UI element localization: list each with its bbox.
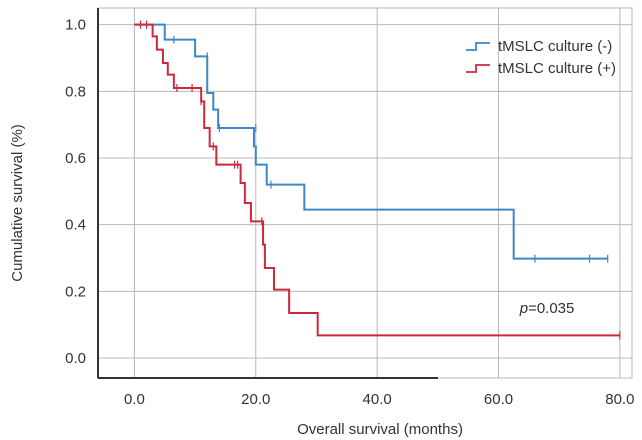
y-tick-label: 0.8 (65, 83, 86, 100)
x-tick-label: 80.0 (605, 391, 634, 408)
survival-curve (134, 23, 608, 260)
p-value-number: =0.035 (528, 300, 574, 317)
x-tick-label: 20.0 (241, 391, 270, 408)
legend-swatch (466, 42, 490, 51)
x-axis-title: Overall survival (months) (297, 421, 463, 438)
legend-label: tMSLC culture (-) (498, 38, 612, 55)
p-value-symbol: p (519, 300, 528, 317)
series-layer (134, 20, 621, 340)
y-tick-label: 1.0 (65, 17, 86, 34)
y-tick-label: 0.4 (65, 217, 86, 234)
y-tick-label: 0.0 (65, 350, 86, 367)
survival-curve (134, 23, 620, 337)
y-axis-title: Cumulative survival (%) (9, 124, 26, 282)
x-tick-label: 60.0 (484, 391, 513, 408)
legend-label: tMSLC culture (+) (498, 60, 616, 77)
y-tick-label: 0.6 (65, 150, 86, 167)
legend: tMSLC culture (-) tMSLC culture (+) (466, 38, 616, 77)
x-tick-label: 0.0 (124, 391, 145, 408)
x-tick-label: 40.0 (363, 391, 392, 408)
p-value-annotation: p=0.035 (519, 300, 575, 317)
y-tick-label: 0.2 (65, 283, 86, 300)
legend-swatch (466, 64, 490, 73)
axes: 0.0 0.2 0.4 0.6 0.8 1.0 0.0 20.0 40.0 60.0 80.0 (65, 8, 634, 408)
